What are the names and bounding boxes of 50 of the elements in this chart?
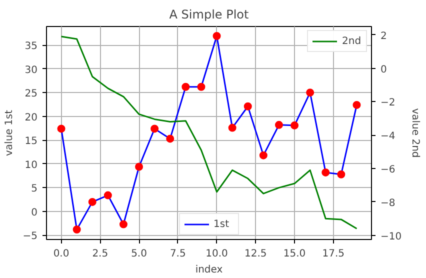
point [72,226,81,234]
point [322,168,330,176]
x-tick-label: 17.5 [322,248,345,260]
point [57,124,66,133]
y-tick-label: 5 [31,184,38,195]
y-tick-label: 35 [24,41,38,52]
x-tick-label: 7.5 [170,248,186,260]
point [104,191,112,200]
y-tick-label: 20 [24,112,38,124]
y2-tick-label: −2 [380,98,396,109]
point [182,82,190,91]
y2-axis-title: value 2nd [410,108,421,158]
y2-tick-label: 0 [380,64,387,76]
point [197,82,206,91]
point [135,162,144,171]
point [290,121,299,130]
point [228,124,236,132]
y-tick-label: −5 [22,231,38,242]
y2-tick-label: −6 [380,164,396,176]
y-tick-label: 25 [24,88,38,100]
point [306,88,314,97]
y-tick-label: 10 [24,160,38,171]
y-tick-label: 0 [31,207,38,218]
point [274,120,283,129]
point [150,124,159,133]
legend-label: 1st [214,218,230,230]
point [166,134,174,143]
point [88,198,96,206]
x-tick-label: 15.0 [283,248,306,260]
y-tick-label: 30 [24,64,38,76]
point [259,151,268,160]
point [212,32,221,40]
chart-title: A Simple Plot [169,8,250,22]
point [119,220,128,228]
point [337,170,346,178]
y2-tick-label: 2 [380,30,387,42]
x-tick-label: 2.5 [92,248,108,260]
x-axis-title: index [195,264,223,276]
x-tick-label: 10.0 [206,248,228,260]
y2-tick-label: −10 [380,231,402,242]
x-tick-label: 0.0 [53,248,70,260]
x-tick-label: 5.0 [131,248,147,260]
y-tick-label: 15 [24,136,38,148]
y2-tick-label: −8 [380,198,396,209]
point [352,100,361,109]
y2-tick-label: −4 [380,131,396,142]
legend-label: 2nd [342,35,362,47]
y-axis-title: value 1st [4,110,15,156]
point [244,102,252,110]
x-tick-label: 12.5 [244,248,267,260]
